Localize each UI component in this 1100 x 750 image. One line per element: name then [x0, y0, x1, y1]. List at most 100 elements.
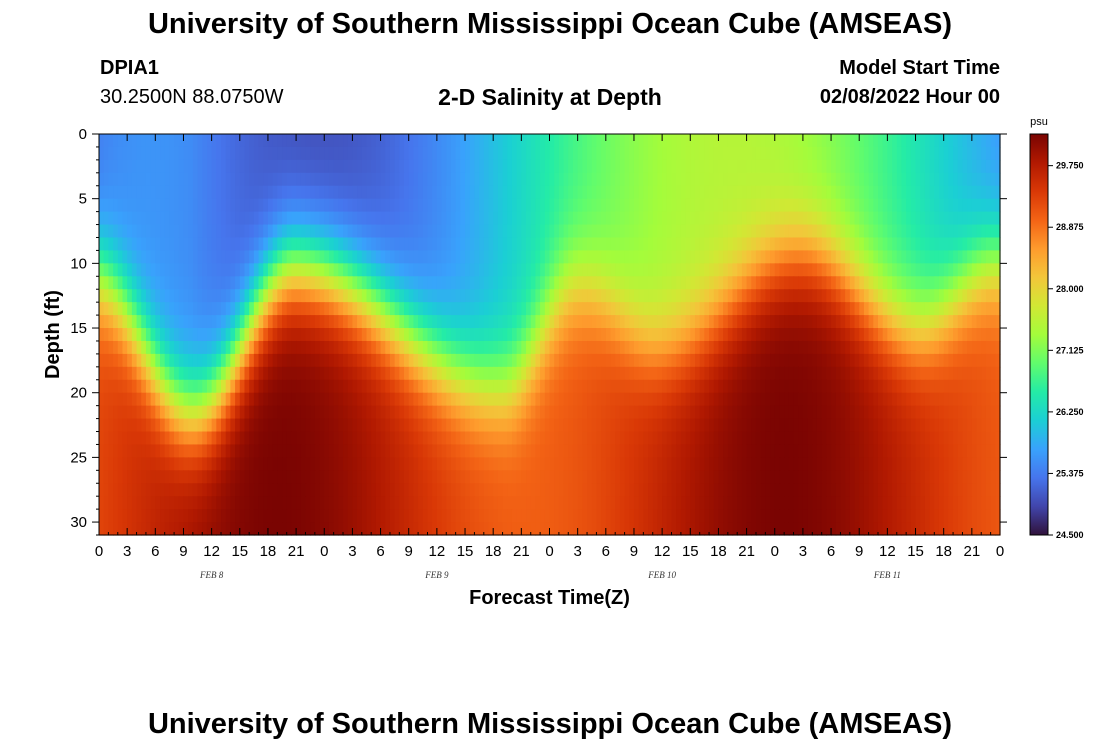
heatmap-cell: [441, 405, 447, 420]
heatmap-cell: [732, 444, 738, 458]
heatmap-cell: [709, 444, 715, 458]
heatmap-cell: [436, 457, 443, 471]
heatmap-cell: [413, 328, 419, 342]
heatmap-cell: [267, 418, 274, 433]
heatmap-cell: [798, 366, 804, 381]
heatmap-cell: [671, 250, 677, 264]
heatmap-cell: [446, 134, 452, 148]
heatmap-cell: [296, 172, 302, 187]
heatmap-cell: [296, 366, 302, 381]
heatmap-cell: [544, 289, 551, 303]
heatmap-cell: [347, 315, 353, 329]
heatmap-cell: [699, 185, 705, 200]
heatmap-cell: [239, 353, 246, 368]
heatmap-cell: [962, 315, 968, 329]
heatmap-cell: [920, 237, 926, 252]
heatmap-cell: [511, 366, 518, 381]
heatmap-cell: [347, 366, 353, 381]
heatmap-cell: [155, 224, 161, 239]
model-start-value: 02/08/2022 Hour 00: [819, 86, 1000, 108]
heatmap-cell: [497, 431, 504, 446]
heatmap-cell: [361, 392, 368, 407]
heatmap-cell: [568, 211, 574, 226]
heatmap-cell: [450, 185, 457, 200]
heatmap-cell: [892, 353, 898, 368]
heatmap-cell: [511, 353, 518, 368]
heatmap-cell: [258, 185, 264, 200]
heatmap-cell: [868, 185, 874, 200]
heatmap-cell: [910, 172, 917, 187]
heatmap-cell: [826, 328, 832, 342]
heatmap-cell: [535, 392, 541, 407]
heatmap-cell: [526, 457, 532, 471]
heatmap-cell: [389, 198, 396, 213]
heatmap-cell: [446, 172, 452, 187]
heatmap-cell: [324, 366, 330, 381]
heatmap-cell: [732, 250, 738, 264]
heatmap-cell: [746, 159, 752, 174]
heatmap-cell: [962, 405, 968, 420]
heatmap-cell: [873, 340, 879, 355]
heatmap-cell: [192, 237, 199, 252]
heatmap-cell: [704, 224, 710, 239]
heatmap-cell: [840, 134, 846, 148]
heatmap-cell: [361, 250, 368, 264]
heatmap-cell: [920, 457, 926, 471]
heatmap-cell: [117, 211, 124, 226]
heatmap-cell: [601, 250, 607, 264]
heatmap-cell: [319, 392, 325, 407]
heatmap-cell: [221, 289, 227, 303]
heatmap-cell: [934, 211, 940, 226]
heatmap-cell: [709, 211, 715, 226]
heatmap-cell: [418, 289, 424, 303]
heatmap-cell: [572, 353, 579, 368]
heatmap-cell: [849, 146, 856, 161]
heatmap-cell: [347, 172, 353, 187]
heatmap-cell: [122, 431, 128, 446]
heatmap-cell: [249, 134, 255, 148]
heatmap-cell: [150, 289, 156, 303]
heatmap-cell: [751, 250, 757, 264]
heatmap-cell: [141, 444, 147, 458]
heatmap-cell: [282, 211, 288, 226]
heatmap-cell: [244, 198, 250, 213]
heatmap-cell: [760, 315, 766, 329]
heatmap-cell: [446, 457, 452, 471]
heatmap-cell: [202, 211, 208, 226]
heatmap-cell: [863, 457, 870, 471]
heatmap-cell: [910, 366, 917, 381]
heatmap-cell: [535, 405, 541, 420]
heatmap-cell: [310, 289, 316, 303]
heatmap-cell: [892, 405, 898, 420]
heatmap-cell: [727, 353, 734, 368]
heatmap-cell: [554, 379, 560, 394]
heatmap-cell: [615, 405, 621, 420]
heatmap-cell: [540, 315, 546, 329]
heatmap-cell: [497, 159, 504, 174]
heatmap-cell: [352, 276, 358, 290]
heatmap-cell: [483, 379, 490, 394]
heatmap-cell: [605, 379, 612, 394]
heatmap-cell: [361, 146, 368, 161]
heatmap-cell: [605, 276, 612, 290]
heatmap-cell: [826, 134, 832, 148]
heatmap-cell: [859, 134, 865, 148]
heatmap-cell: [103, 444, 109, 458]
heatmap-cell: [450, 198, 457, 213]
heatmap-cell: [131, 224, 138, 239]
heatmap-cell: [582, 211, 588, 226]
heatmap-cell: [371, 134, 377, 148]
heatmap-cell: [530, 185, 537, 200]
heatmap-cell: [779, 198, 785, 213]
heatmap-cell: [666, 302, 673, 316]
heatmap-cell: [145, 185, 152, 200]
heatmap-cell: [535, 211, 541, 226]
heatmap-cell: [347, 211, 353, 226]
heatmap-cell: [906, 159, 912, 174]
heatmap-cell: [638, 444, 644, 458]
heatmap-cell: [385, 185, 391, 200]
heatmap-cell: [920, 185, 926, 200]
heatmap-cell: [131, 392, 138, 407]
heatmap-cell: [267, 457, 274, 471]
heatmap-cell: [150, 211, 156, 226]
